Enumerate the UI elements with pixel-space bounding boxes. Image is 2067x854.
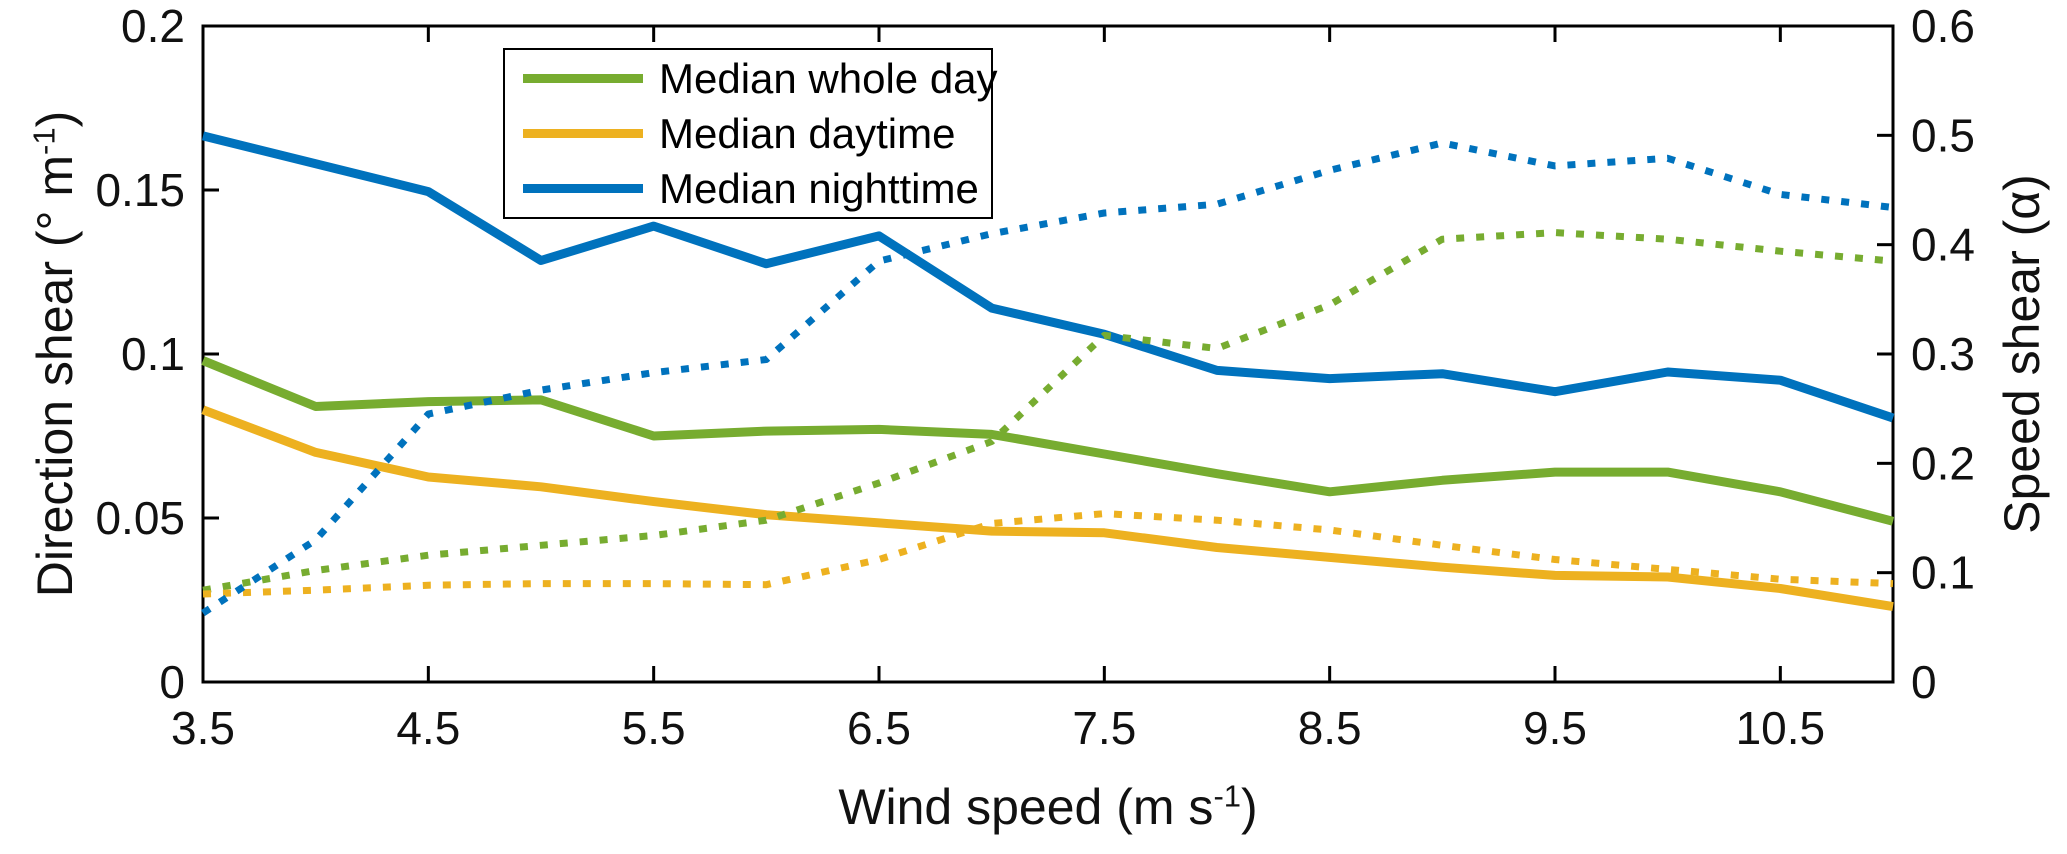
- legend-line-swatch: [523, 129, 643, 138]
- x-tick-label: 8.5: [1298, 702, 1362, 754]
- plot-border: [201, 24, 1895, 684]
- legend-entry-label: Median nighttime: [659, 164, 979, 212]
- x-tick-label: 4.5: [396, 702, 460, 754]
- y-tick-label-right: 0: [1911, 656, 1937, 708]
- left-y-axis-label: Direction shear (° m-1): [26, 110, 83, 598]
- legend-line-swatch: [523, 74, 643, 83]
- x-tick-label: 5.5: [622, 702, 686, 754]
- x-tick-label: 9.5: [1523, 702, 1587, 754]
- series-line-direction-median-nighttime: [201, 131, 1895, 423]
- legend: Median whole day Median daytime Median nig…: [503, 48, 998, 219]
- x-tick-label: 6.5: [847, 702, 911, 754]
- legend-entry-median-whole-day: Median whole day: [505, 52, 998, 105]
- y-tick-label-right: 0.5: [1911, 109, 1975, 161]
- x-tick-label: 7.5: [1072, 702, 1136, 754]
- series-line-direction-median-daytime: [201, 405, 1894, 612]
- y-tick-label-right: 0.1: [1911, 547, 1975, 599]
- y-tick-label-right: 0.4: [1911, 219, 1975, 271]
- legend-entry-median-nighttime: Median nighttime: [505, 162, 991, 215]
- series-line-speed-median-nighttime: [201, 139, 1894, 617]
- y-tick-label-right: 0.6: [1911, 0, 1975, 52]
- y-tick-label-left: 0.2: [121, 0, 185, 52]
- legend-entry-median-daytime: Median daytime: [505, 107, 991, 160]
- legend-line-swatch: [523, 184, 643, 193]
- x-tick-label: 3.5: [171, 702, 235, 754]
- right-y-axis-label: Speed shear (α): [1994, 174, 2050, 534]
- y-tick-label-right: 0.3: [1911, 328, 1975, 380]
- series-line-speed-median-daytime: [202, 510, 1894, 598]
- y-tick-label-left: 0.05: [95, 492, 185, 544]
- y-tick-label-right: 0.2: [1911, 437, 1975, 489]
- y-tick-label-left: 0: [159, 656, 185, 708]
- y-tick-label-left: 0.15: [95, 164, 185, 216]
- series-line-speed-median-whole-day: [202, 229, 1894, 594]
- legend-entry-label: Median daytime: [659, 109, 956, 157]
- x-tick-label: 10.5: [1736, 702, 1826, 754]
- legend-entry-label: Median whole day: [659, 54, 998, 102]
- y-tick-label-left: 0.1: [121, 328, 185, 380]
- x-axis-label: Wind speed (m s-1): [838, 778, 1258, 835]
